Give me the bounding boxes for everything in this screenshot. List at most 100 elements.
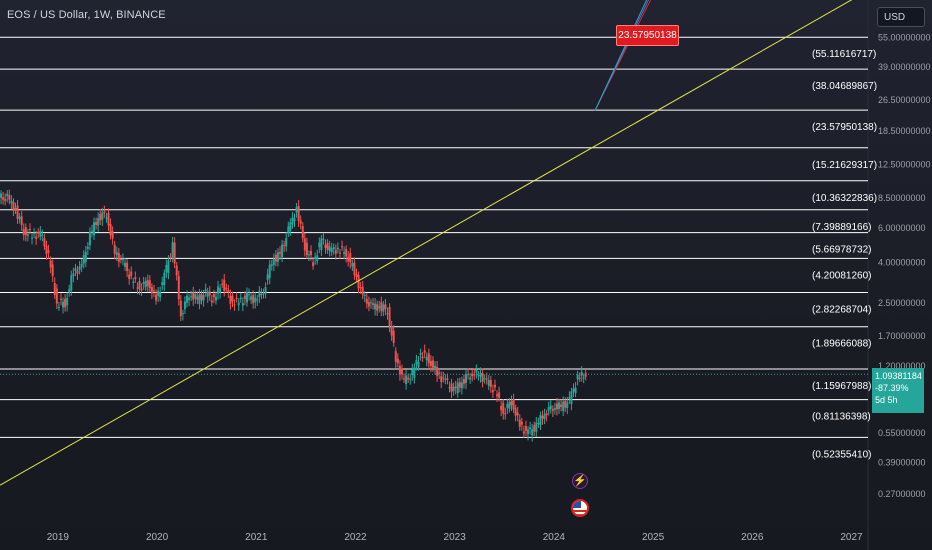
candle-body (12, 202, 15, 211)
candle-body (318, 242, 321, 248)
candle-body (171, 242, 174, 258)
candle-body (283, 245, 286, 247)
projection-line[interactable] (594, 0, 653, 111)
candle-body (491, 390, 494, 393)
candle-body (357, 275, 360, 289)
candle-body (485, 378, 488, 380)
y-tick-label: 2.50000000 (878, 298, 926, 308)
candle-body (6, 193, 9, 197)
candle-body (82, 255, 85, 264)
candle-body (405, 375, 408, 385)
level-label: (23.57950138) (812, 122, 877, 133)
candle-body (576, 374, 579, 380)
lightning-event-icon[interactable]: ⚡ (572, 473, 588, 489)
currency-selector-button[interactable]: USD (877, 7, 925, 27)
candle-body (351, 262, 354, 267)
candle-body (26, 234, 29, 236)
bar-countdown: 5d 5h (875, 395, 898, 405)
candle-body (386, 313, 389, 315)
candle-body (272, 259, 275, 265)
candle-body (103, 211, 106, 213)
candle-body (558, 402, 561, 409)
candle-body (392, 330, 395, 343)
candle-body (173, 242, 176, 264)
candle-body (66, 298, 69, 306)
candle-body (8, 195, 11, 200)
candle-body (398, 366, 401, 375)
candle-body (427, 353, 430, 364)
y-tick-label: 39.00000000 (878, 62, 931, 72)
candle-body (409, 378, 412, 380)
candle-body (74, 268, 77, 271)
candle-body (134, 277, 137, 280)
price-annotation-label[interactable]: 23.57950138 (616, 25, 679, 46)
candle-body (45, 245, 48, 254)
candle-body (235, 297, 238, 299)
candle-body (560, 404, 563, 408)
candle-body (355, 274, 358, 277)
candle-body (454, 386, 457, 389)
candle-body (190, 296, 193, 298)
candle-body (376, 304, 379, 311)
candle-body (136, 287, 139, 289)
candle-body (303, 238, 306, 251)
candle-body (537, 422, 540, 424)
candle-body (138, 281, 141, 289)
candle-body (227, 289, 230, 293)
us-flag-event-icon[interactable] (571, 499, 589, 517)
y-tick-label: 0.39000000 (878, 458, 926, 468)
level-label: (1.15967988) (812, 381, 872, 392)
x-tick-label: 2021 (245, 532, 268, 543)
y-tick-label: 0.55000000 (878, 428, 926, 438)
y-tick-label: 26.50000000 (878, 95, 931, 105)
candle-body (212, 293, 215, 298)
candle-body (415, 359, 418, 365)
trendline[interactable] (0, 0, 868, 486)
candle-body (198, 294, 201, 305)
candle-body (562, 401, 565, 411)
candle-body (460, 382, 463, 389)
candle-body (566, 402, 569, 408)
candle-body (24, 227, 27, 236)
candle-body (384, 304, 387, 310)
candle-body (458, 382, 461, 388)
candle-body (388, 306, 391, 326)
y-tick-label: 6.00000000 (878, 223, 926, 233)
level-label: (4.20081260) (812, 270, 872, 281)
y-tick-label: 18.50000000 (878, 126, 931, 136)
candle-body (68, 289, 71, 293)
candle-body (128, 274, 131, 279)
candle-body (498, 392, 501, 398)
candle-body (33, 233, 36, 235)
candle-body (126, 262, 129, 272)
candle-body (144, 280, 147, 288)
candle-body (179, 300, 182, 317)
candle-body (314, 256, 317, 259)
candle-body (434, 365, 437, 370)
candle-body (276, 252, 279, 262)
last-price-value: 1.09381184 (875, 371, 922, 381)
candle-body (140, 288, 143, 291)
candle-body (471, 373, 474, 377)
symbol-title: EOS / US Dollar, 1W, BINANCE (7, 9, 166, 21)
candle-body (188, 297, 191, 300)
x-tick-label: 2020 (146, 532, 169, 543)
level-label: (7.39889166) (812, 222, 872, 233)
candle-body (88, 231, 91, 246)
candle-body (307, 254, 310, 256)
candle-body (506, 403, 509, 408)
candle-body (80, 263, 83, 268)
candle-body (378, 306, 381, 309)
candle-body (260, 294, 263, 296)
candle-body (535, 422, 538, 432)
projection-line[interactable] (594, 0, 653, 111)
candle-body (109, 224, 112, 236)
candle-body (514, 408, 517, 416)
candle-body (192, 292, 195, 300)
candle-body (254, 297, 257, 303)
candle-body (167, 260, 170, 274)
candle-body (121, 259, 124, 261)
candle-body (324, 244, 327, 248)
